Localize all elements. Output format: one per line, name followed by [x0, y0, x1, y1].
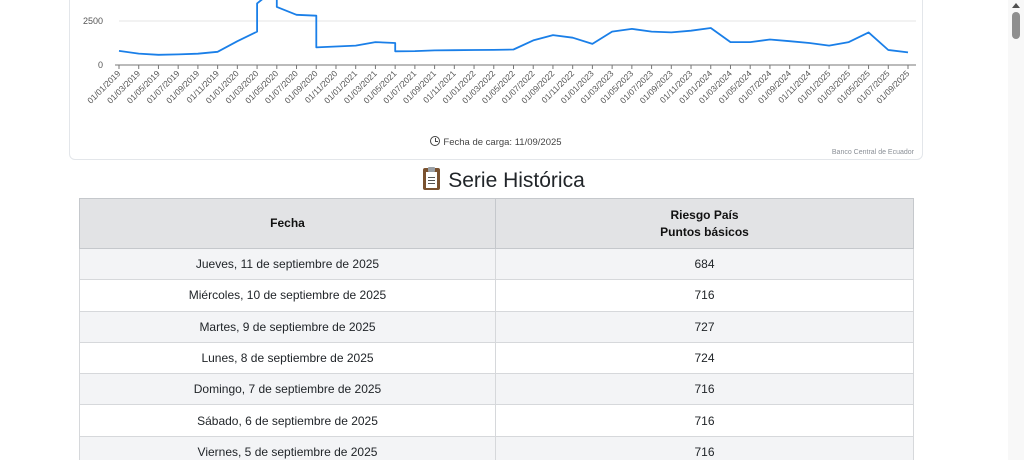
row-value: 684	[495, 247, 914, 281]
load-date: Fecha de carga: 11/09/2025	[70, 136, 922, 148]
table-row: Viernes, 5 de septiembre de 2025 716	[79, 435, 914, 460]
history-table: Fecha Riesgo País Puntos básicos Jueves,…	[79, 198, 914, 460]
scroll-up-arrow-icon[interactable]	[1012, 3, 1020, 8]
table-row: Lunes, 8 de septiembre de 2025 724	[79, 341, 914, 375]
row-value: 716	[495, 404, 914, 437]
header-risk-line2: Puntos básicos	[660, 224, 749, 239]
header-date: Fecha	[79, 198, 496, 249]
table-row: Jueves, 11 de septiembre de 2025 684	[79, 247, 914, 281]
table-row: Sábado, 6 de septiembre de 2025 716	[79, 404, 914, 437]
header-risk-line1: Riesgo País	[670, 207, 739, 222]
table-row: Martes, 9 de septiembre de 2025 727	[79, 310, 914, 343]
section-title-text: Serie Histórica	[448, 169, 585, 192]
row-date: Jueves, 11 de septiembre de 2025	[79, 247, 496, 281]
row-date: Domingo, 7 de septiembre de 2025	[79, 373, 496, 406]
y-tick-label: 0	[98, 60, 103, 70]
row-value: 716	[495, 435, 914, 460]
scroll-thumb[interactable]	[1012, 12, 1020, 39]
row-date: Sábado, 6 de septiembre de 2025	[79, 404, 496, 437]
load-date-text: Fecha de carga: 11/09/2025	[443, 137, 562, 148]
table-header-row: Fecha Riesgo País Puntos básicos	[79, 198, 914, 249]
chart-credit[interactable]: Banco Central de Ecuador	[831, 149, 914, 156]
clock-icon	[430, 136, 441, 146]
table-row: Domingo, 7 de septiembre de 2025 716	[79, 373, 914, 406]
page-scrollbar[interactable]	[1008, 0, 1024, 460]
header-risk: Riesgo País Puntos básicos	[495, 198, 914, 249]
row-value: 716	[495, 373, 914, 406]
row-date: Viernes, 5 de septiembre de 2025	[79, 435, 496, 460]
table-row: Miércoles, 10 de septiembre de 2025 716	[79, 279, 914, 312]
series-line	[118, 0, 909, 56]
chart-card: 0 2500 01/01/2019 01/03/2019 01/05/2019 01/07…	[69, 0, 923, 160]
risk-line-chart: 0250001/01/201901/03/201901/05/201901/07…	[83, 0, 916, 105]
row-value: 724	[495, 341, 914, 375]
y-tick-label: 2500	[83, 16, 103, 26]
clipboard-icon	[423, 167, 441, 190]
row-date: Martes, 9 de septiembre de 2025	[79, 310, 496, 343]
row-value: 727	[495, 310, 914, 343]
row-value: 716	[495, 279, 914, 312]
section-title: Serie Histórica	[0, 166, 1008, 196]
row-date: Miércoles, 10 de septiembre de 2025	[79, 279, 496, 312]
row-date: Lunes, 8 de septiembre de 2025	[79, 341, 496, 375]
